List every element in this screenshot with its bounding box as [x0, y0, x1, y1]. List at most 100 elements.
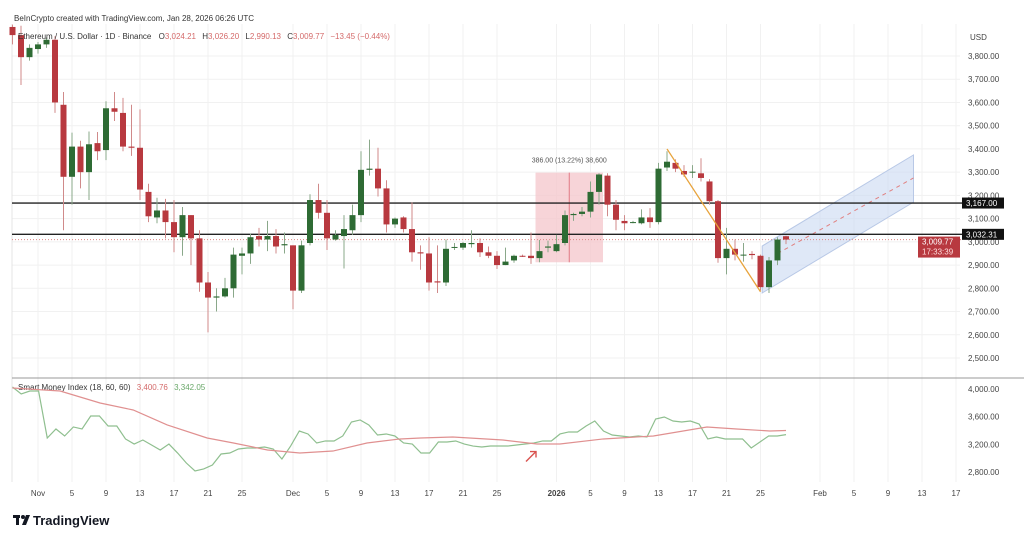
- signal-line: [12, 387, 787, 454]
- candle: [757, 254, 764, 291]
- candle: [60, 92, 67, 231]
- candle: [137, 109, 143, 201]
- candle-body: [638, 217, 645, 224]
- candle-body: [358, 169, 364, 216]
- candle-body: [94, 143, 101, 152]
- time-tick-label: 13: [654, 489, 663, 498]
- candle: [9, 24, 16, 45]
- time-tick-label: 9: [104, 489, 109, 498]
- price-tick-label: 3,200.00: [968, 191, 1000, 200]
- time-tick-label: 5: [325, 489, 330, 498]
- candle: [26, 44, 33, 61]
- support-badge-text: 3,032.31: [966, 230, 998, 239]
- candle-body: [630, 222, 636, 224]
- price-tick-label: 3,800.00: [968, 52, 1000, 61]
- smi-tick-label: 3,600.00: [968, 413, 1000, 422]
- candle-body: [128, 146, 135, 148]
- price-tick-label: 2,800.00: [968, 284, 1000, 293]
- candle-body: [213, 296, 220, 298]
- time-tick-label: 17: [425, 489, 434, 498]
- candle: [128, 104, 135, 156]
- price-axis[interactable]: 3,800.00 3,700.00 3,600.00 3,500.00 3,400.00…: [968, 52, 1000, 363]
- candle-body: [298, 245, 305, 291]
- candle-body: [18, 35, 24, 58]
- time-tick-label: 13: [136, 489, 145, 498]
- candle-body: [562, 215, 568, 244]
- candle-body: [494, 255, 500, 266]
- price-tick-label: 2,700.00: [968, 308, 1000, 317]
- candle-body: [519, 255, 526, 257]
- candle: [18, 25, 24, 86]
- candle: [536, 239, 543, 263]
- candle-body: [196, 238, 203, 283]
- candle-body: [749, 253, 755, 256]
- measure-label: 386.00 (13.22%) 38,600: [532, 158, 607, 165]
- candle: [723, 227, 730, 275]
- svg-text:Smart Money Index (18, 60, 60): Smart Money Index (18, 60, 60) 3,400.76 …: [18, 383, 206, 392]
- time-tick-label: 17: [688, 489, 697, 498]
- candle: [383, 180, 390, 233]
- candle-body: [281, 244, 288, 246]
- resistance-badge: [962, 197, 1004, 209]
- candle: [273, 229, 279, 254]
- candle-body: [647, 217, 653, 223]
- candle-body: [52, 39, 58, 103]
- candle-body: [273, 236, 279, 247]
- time-tick-label: Dec: [286, 489, 300, 498]
- candle-body: [477, 243, 483, 253]
- candle-body: [613, 204, 619, 220]
- candle-body: [137, 147, 143, 190]
- candle: [570, 212, 577, 221]
- price-tick-label: 3,400.00: [968, 145, 1000, 154]
- time-tick-label: 25: [756, 489, 765, 498]
- time-tick-label: 9: [886, 489, 891, 498]
- candle-body: [120, 112, 126, 147]
- candle: [196, 230, 203, 292]
- smi-tick-label: 3,200.00: [968, 440, 1000, 449]
- channel-midline: [777, 177, 914, 254]
- candle-body: [366, 168, 373, 170]
- candle-body: [9, 26, 16, 36]
- candle-body: [426, 253, 432, 283]
- time-tick-label: 9: [359, 489, 364, 498]
- candle-body: [443, 248, 449, 283]
- drawings: [535, 154, 914, 294]
- candle: [358, 151, 364, 223]
- time-tick-label: 25: [493, 489, 502, 498]
- low-value: 2,990.13: [250, 32, 282, 41]
- candle: [511, 254, 517, 263]
- candle: [706, 179, 713, 205]
- parallel-channel[interactable]: [761, 154, 914, 294]
- tradingview-logo: TradingView: [13, 513, 110, 528]
- candle: [434, 245, 441, 293]
- smi-tick-label: 2,800.00: [968, 468, 1000, 477]
- candle-body: [587, 191, 594, 212]
- candle-body: [655, 168, 662, 223]
- candle-body: [324, 212, 330, 239]
- candle-body: [332, 234, 339, 240]
- candle-body: [77, 146, 84, 173]
- candle: [120, 97, 126, 152]
- candle: [698, 158, 704, 182]
- candle: [638, 209, 645, 225]
- candle-body: [383, 188, 390, 225]
- candle: [222, 277, 228, 298]
- candle: [545, 240, 551, 253]
- candle: [213, 288, 220, 312]
- candle-body: [171, 222, 177, 238]
- candle: [579, 206, 585, 217]
- candle: [77, 140, 84, 189]
- trendline-orange[interactable]: [666, 148, 762, 293]
- resistance-badge-text: 3,167.00: [966, 199, 998, 208]
- candle: [94, 131, 101, 161]
- time-axis[interactable]: Nov 5 9 13 17 21 25 Dec 5 9 13 17 21 25 2026 5 9 13 17 21 25…: [31, 489, 961, 498]
- candle-body: [111, 108, 118, 112]
- smi-lines: [12, 386, 787, 472]
- candles: [9, 24, 789, 333]
- candle: [162, 198, 169, 239]
- candle: [613, 200, 619, 231]
- candle: [315, 183, 322, 219]
- countdown-text: 17:33:39: [922, 248, 954, 257]
- candle-body: [434, 281, 441, 283]
